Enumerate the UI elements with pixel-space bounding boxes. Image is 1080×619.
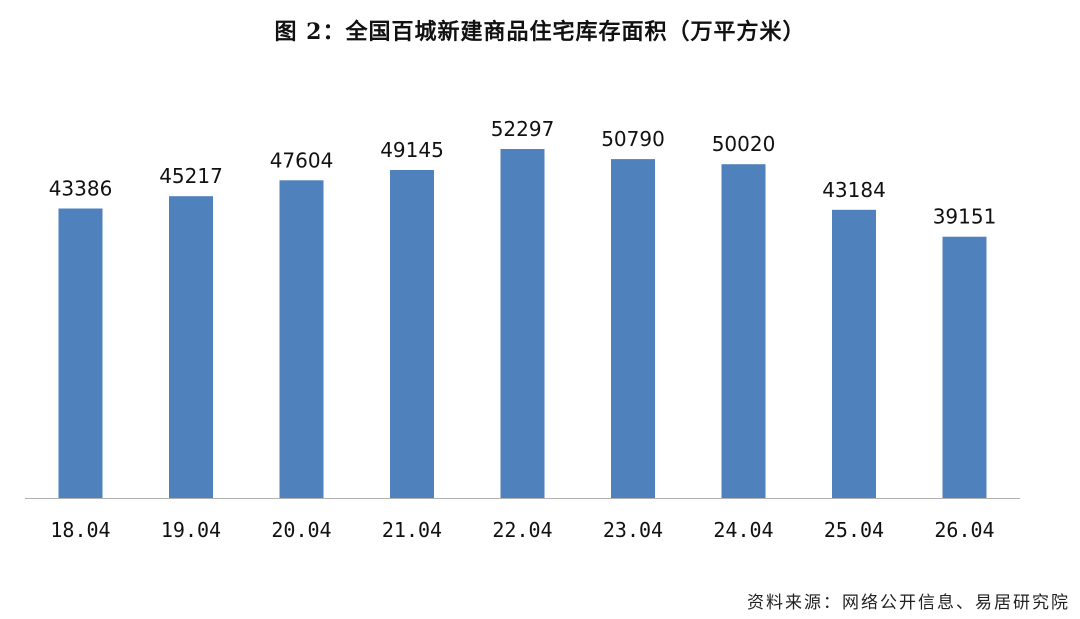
value-label-23.04: 50790 <box>601 127 665 151</box>
x-tick-label-25.04: 25.04 <box>824 518 884 542</box>
value-label-24.04: 50020 <box>712 132 776 156</box>
x-tick-label-20.04: 20.04 <box>271 518 331 542</box>
bar-26.04 <box>942 236 987 498</box>
bar-24.04 <box>721 164 766 498</box>
value-label-22.04: 52297 <box>491 117 555 141</box>
x-tick-label-19.04: 19.04 <box>161 518 221 542</box>
value-label-25.04: 43184 <box>822 178 886 202</box>
value-label-18.04: 43386 <box>49 177 113 201</box>
x-tick-label-22.04: 22.04 <box>492 518 552 542</box>
x-tick-label-21.04: 21.04 <box>382 518 442 542</box>
x-tick-labels-layer: 18.04 19.04 20.04 21.04 22.04 23.04 24.04 25.04… <box>50 518 994 542</box>
bars-layer <box>58 149 987 499</box>
source-note: 资料来源：网络公开信息、易居研究院 <box>747 593 1070 613</box>
x-tick-label-23.04: 23.04 <box>603 518 663 542</box>
value-label-26.04: 39151 <box>933 205 997 229</box>
bar-21.04 <box>390 170 434 498</box>
value-label-20.04: 47604 <box>270 148 334 172</box>
x-tick-label-26.04: 26.04 <box>934 518 994 542</box>
bar-20.04 <box>279 180 324 499</box>
bar-19.04 <box>169 196 213 498</box>
bar-22.04 <box>500 149 545 498</box>
value-label-21.04: 49145 <box>380 138 444 162</box>
x-tick-label-18.04: 18.04 <box>50 518 110 542</box>
bar-23.04 <box>611 159 655 498</box>
bar-25.04 <box>832 209 876 499</box>
chart-title: 图 2：全国百城新建商品住宅库存面积（万平方米） <box>274 19 806 45</box>
bar-18.04 <box>58 208 103 498</box>
value-label-19.04: 45217 <box>159 164 223 188</box>
value-labels-layer: 43386 45217 47604 49145 52297 50790 50020 43184… <box>49 117 997 229</box>
x-tick-label-24.04: 24.04 <box>713 518 773 542</box>
